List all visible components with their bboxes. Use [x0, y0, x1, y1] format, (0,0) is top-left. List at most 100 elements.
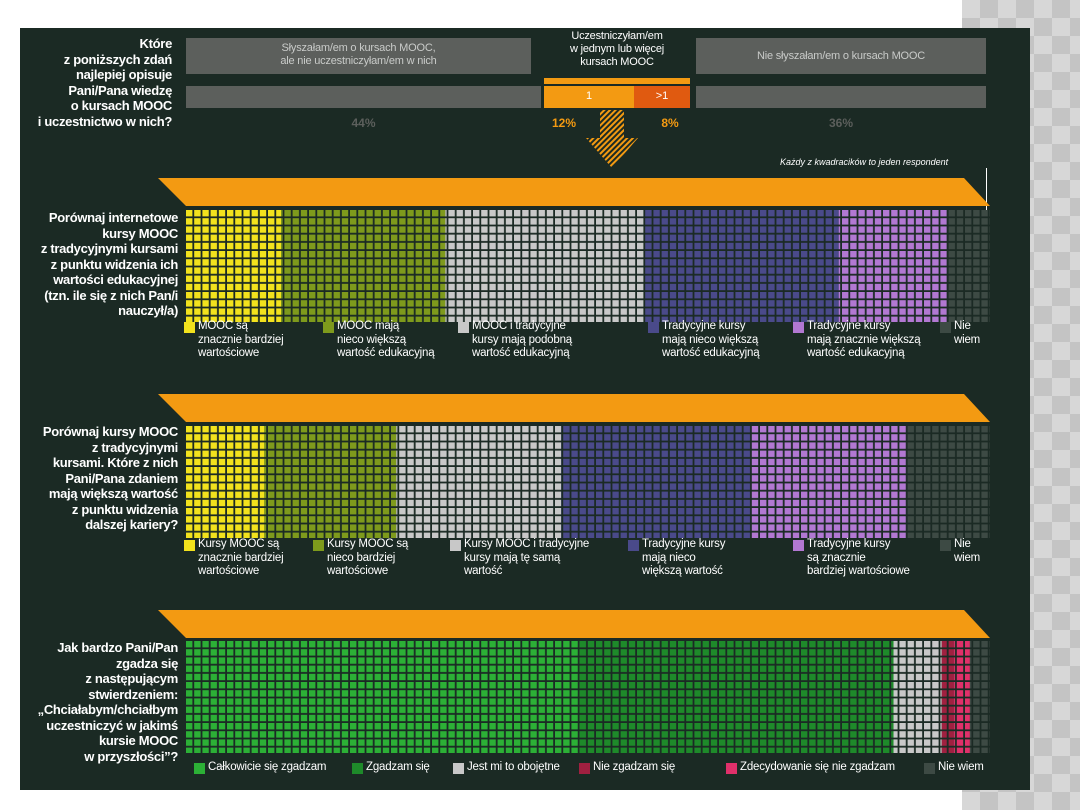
- legend-swatch-3: [450, 540, 461, 551]
- legend-swatch-3: [453, 763, 464, 774]
- legend-label-5: Tradycyjne kursy są znacznie bardziej wa…: [807, 538, 910, 577]
- chart2-waffle: [186, 426, 990, 538]
- legend-label-3: MOOC i tradycyjne kursy mają podobną war…: [472, 320, 572, 359]
- not-heard-pct: 36%: [828, 116, 854, 130]
- waffle-segment-3: [396, 426, 562, 538]
- legend-label-3: Jest mi to obojętne: [467, 761, 560, 773]
- legend-label-5: Zdecydowanie się nie zgadzam: [740, 761, 895, 773]
- legend-swatch-1: [184, 540, 195, 551]
- waffle-segment-2: [281, 210, 446, 322]
- legend-swatch-2: [323, 322, 334, 333]
- waffle-segment-2: [264, 426, 397, 538]
- waffle-segment-1: [186, 210, 282, 322]
- legend-label-1: Kursy MOOC są znacznie bardziej wartości…: [198, 538, 284, 577]
- legend-label-6: Nie wiem: [954, 538, 981, 564]
- waffle-segment-6: [946, 210, 990, 322]
- legend-swatch-5: [726, 763, 737, 774]
- waffle-segment-5: [953, 641, 970, 753]
- waffle-segment-4: [561, 426, 751, 538]
- waffle-block: [750, 426, 908, 538]
- chart2-question: Porównaj kursy MOOC z tradycyjnymi kursa…: [42, 424, 178, 532]
- waffle-block: [941, 641, 954, 753]
- legend-label-1: Całkowicie się zgadzam: [208, 761, 327, 773]
- note-tick: [986, 168, 987, 210]
- waffle-block: [838, 210, 947, 322]
- not-heard-label: Nie słyszałam/em o kursach MOOC: [756, 50, 925, 62]
- heard-box: [186, 38, 531, 74]
- waffle-segment-4: [941, 641, 954, 753]
- waffle-block: [953, 641, 970, 753]
- waffle-segment-4: [644, 210, 839, 322]
- waffle-segment-5: [750, 426, 908, 538]
- legend-label-4: Tradycyjne kursy mają nieco większą wart…: [662, 320, 760, 359]
- legend-label-2: MOOC mają nieco większą wartość edukacyj…: [337, 320, 435, 359]
- legend-label-1: MOOC są znacznie bardziej wartościowe: [198, 320, 284, 359]
- one-label: 1: [585, 90, 593, 102]
- legend-swatch-2: [352, 763, 363, 774]
- waffle-segment-1: [186, 426, 265, 538]
- legend-label-2: Zgadzam się: [366, 761, 430, 773]
- legend-swatch-5: [793, 322, 804, 333]
- more-label: >1: [655, 90, 669, 102]
- legend-swatch-6: [924, 763, 935, 774]
- chart3-waffle: [186, 641, 990, 753]
- legend-swatch-6: [940, 540, 951, 551]
- legend-swatch-2: [313, 540, 324, 551]
- legend-label-4: Tradycyjne kursy mają nieco większą wart…: [642, 538, 726, 577]
- participated-label: Uczestniczyłam/em w jednym lub więcej ku…: [569, 30, 665, 68]
- legend-swatch-4: [628, 540, 639, 551]
- waffle-block: [907, 426, 990, 538]
- legend-swatch-3: [458, 322, 469, 333]
- legend-swatch-6: [940, 322, 951, 333]
- legend-label-6: Nie wiem: [938, 761, 984, 773]
- waffle-block: [186, 641, 580, 753]
- down-arrow: [586, 110, 638, 168]
- waffle-segment-5: [838, 210, 947, 322]
- waffle-segment-6: [907, 426, 990, 538]
- waffle-block: [893, 641, 942, 753]
- chart1-waffle: [186, 210, 990, 322]
- chart1-question: Porównaj internetowe kursy MOOC z tradyc…: [40, 210, 178, 318]
- section3-orange-band: [158, 610, 990, 638]
- waffle-block: [281, 210, 446, 322]
- header-question: Które z poniższych zdań najlepiej opisuj…: [37, 36, 173, 129]
- legend-swatch-4: [579, 763, 590, 774]
- section1-orange-band: [158, 178, 990, 206]
- waffle-block: [186, 426, 265, 538]
- waffle-block: [644, 210, 839, 322]
- participated-orange-strip: [544, 78, 690, 84]
- heard-bar: [186, 86, 541, 108]
- section2-orange-band: [158, 394, 990, 422]
- waffle-block: [561, 426, 751, 538]
- legend-swatch-5: [793, 540, 804, 551]
- legend-swatch-4: [648, 322, 659, 333]
- more-bar: [634, 86, 690, 108]
- waffle-segment-1: [186, 641, 580, 753]
- not-heard-bar: [696, 86, 986, 108]
- waffle-block: [396, 426, 562, 538]
- not-heard-box: [696, 38, 986, 74]
- legend-label-4: Nie zgadzam się: [593, 761, 676, 773]
- waffle-block: [579, 641, 894, 753]
- waffle-segment-6: [969, 641, 990, 753]
- waffle-block: [186, 210, 282, 322]
- chart3-question: Jak bardzo Pani/Pan zgadza się z następu…: [37, 640, 179, 764]
- heard-pct: 44%: [351, 116, 376, 130]
- waffle-segment-3: [893, 641, 942, 753]
- heard-label: Słyszałam/em o kursach MOOC, ale nie ucz…: [280, 42, 437, 67]
- waffle-segment-2: [579, 641, 894, 753]
- one-pct: 12%: [551, 116, 577, 130]
- legend-swatch-1: [194, 763, 205, 774]
- infographic-panel: Które z poniższych zdań najlepiej opisuj…: [20, 28, 1030, 790]
- legend-label-5: Tradycyjne kursy mają znacznie większą w…: [807, 320, 921, 359]
- legend-label-6: Nie wiem: [954, 320, 981, 346]
- waffle-block: [264, 426, 397, 538]
- legend-label-2: Kursy MOOC są nieco bardziej wartościowe: [327, 538, 409, 577]
- waffle-block: [969, 641, 990, 753]
- waffle-block: [445, 210, 645, 322]
- more-pct: 8%: [661, 116, 679, 130]
- legend-label-3: Kursy MOOC i tradycyjne kursy mają tę sa…: [464, 538, 590, 577]
- waffle-block: [946, 210, 990, 322]
- unit-note: Każdy z kwadracików to jeden respondent: [780, 157, 949, 167]
- waffle-segment-3: [445, 210, 645, 322]
